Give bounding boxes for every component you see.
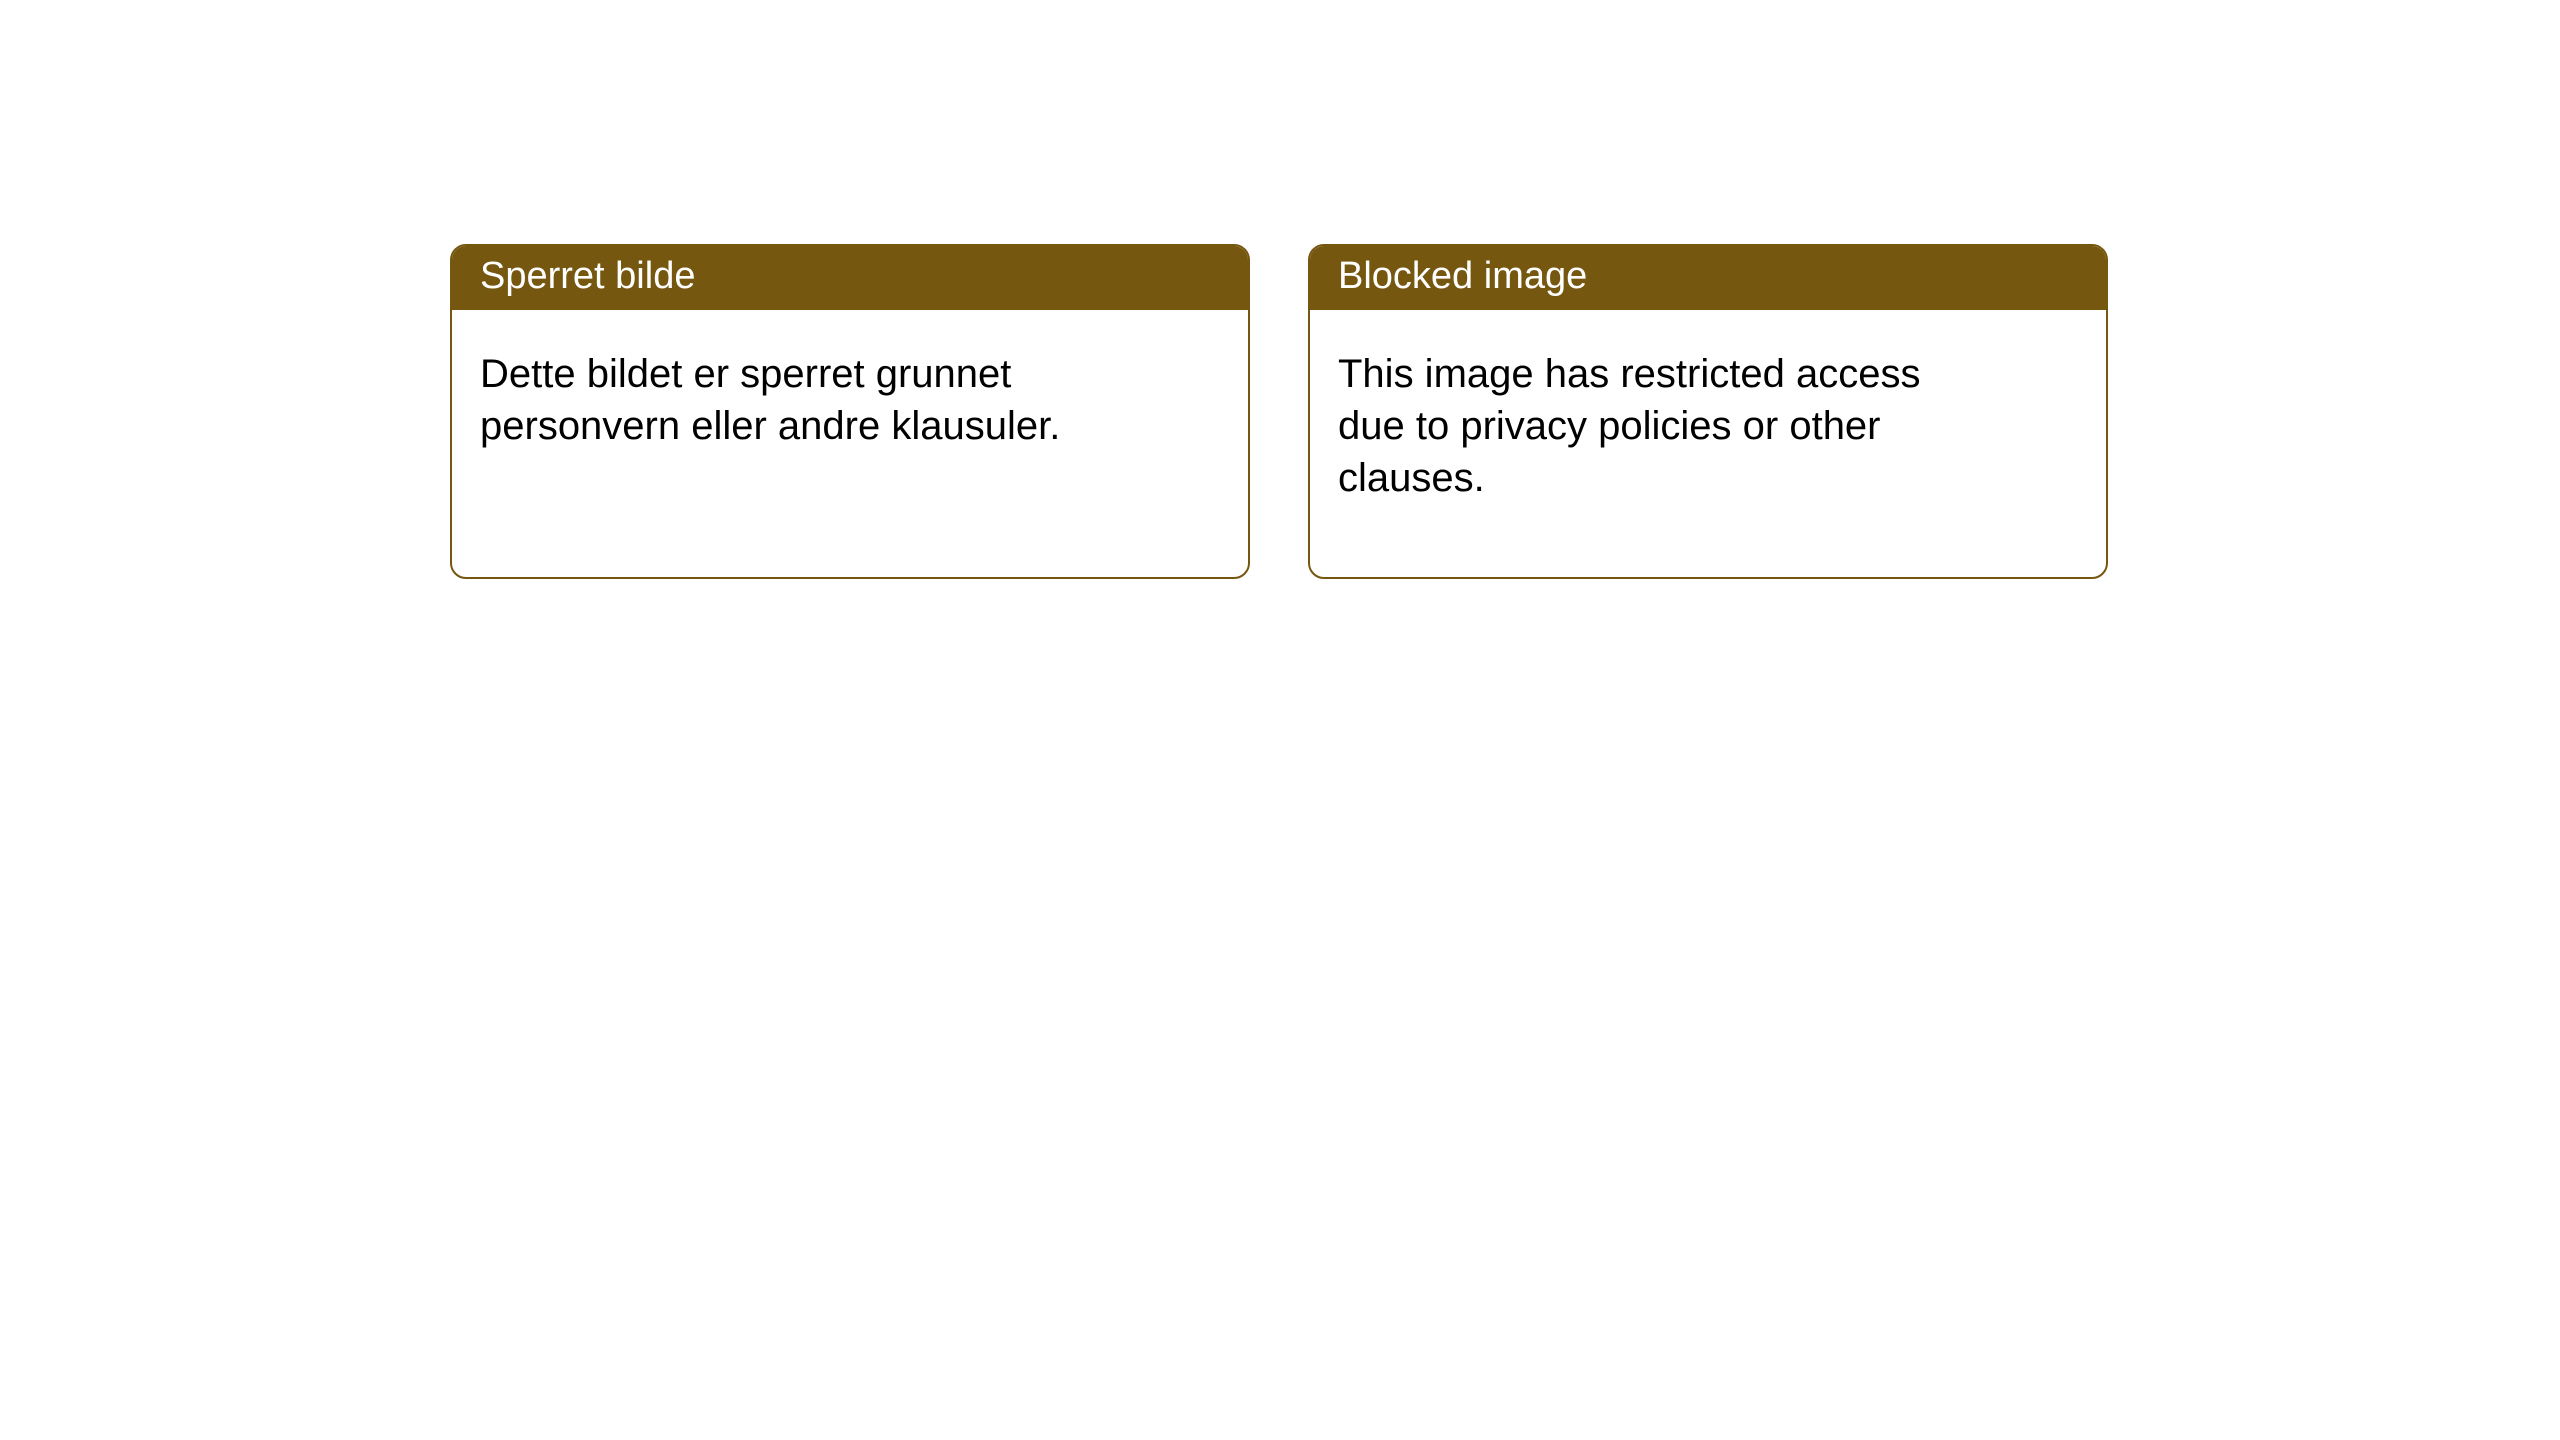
notice-header-norwegian: Sperret bilde (452, 246, 1248, 310)
notice-header-english: Blocked image (1310, 246, 2106, 310)
notice-card-english: Blocked image This image has restricted … (1308, 244, 2108, 579)
notice-cards-container: Sperret bilde Dette bildet er sperret gr… (0, 0, 2560, 579)
notice-card-norwegian: Sperret bilde Dette bildet er sperret gr… (450, 244, 1250, 579)
notice-body-norwegian: Dette bildet er sperret grunnet personve… (452, 310, 1132, 472)
notice-body-english: This image has restricted access due to … (1310, 310, 1990, 524)
